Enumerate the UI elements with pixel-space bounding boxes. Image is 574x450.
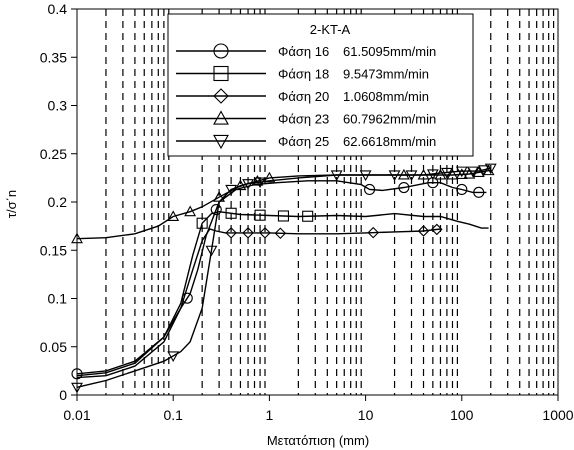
x-tick-label: 0.1 (163, 407, 183, 423)
legend-label: Φάση 18 (278, 67, 329, 82)
legend-entry: Φάση 18 9.5473mm/min (176, 65, 429, 82)
series-5 (71, 163, 497, 394)
marker-diamond (274, 227, 287, 240)
y-tick-label: 0.25 (40, 146, 67, 162)
y-axis-title: τ/σ΄n (4, 190, 19, 218)
marker-diamond (367, 226, 379, 239)
marker-triangle-up (472, 166, 485, 177)
marker-triangle-down (167, 351, 180, 363)
marker-square (302, 210, 314, 222)
marker-triangle-down (484, 163, 497, 175)
marker-triangle-up (184, 205, 197, 217)
x-tick-label: 0.01 (63, 407, 90, 423)
marker-triangle-up (251, 174, 264, 186)
series-3 (76, 223, 443, 379)
legend-label: Φάση 16 (278, 44, 329, 59)
y-tick-label: 0.1 (48, 291, 68, 307)
marker-triangle-down (225, 184, 238, 196)
legend-title: 2-KT-A (310, 22, 351, 37)
marker-diamond (431, 223, 443, 236)
marker-circle (210, 203, 222, 216)
legend-entry: Φάση 16 61.5095mm/min (176, 43, 436, 59)
x-axis-title: Μετατόπιση (mm) (267, 433, 369, 448)
marker-square (254, 209, 266, 221)
legend-rate: 62.6618mm/min (343, 134, 436, 149)
marker-triangle-down (388, 170, 401, 182)
legend-label: Φάση 25 (278, 134, 329, 149)
marker-triangle-down (440, 167, 453, 179)
legend-label: Φάση 20 (278, 89, 329, 104)
legend-rate: 61.5095mm/min (343, 44, 436, 59)
marker-diamond (417, 225, 430, 237)
marker-circle (473, 186, 485, 198)
legend-entry: Φάση 25 62.6618mm/min (176, 134, 436, 150)
series-layer (71, 163, 497, 394)
y-tick-label: 0.4 (48, 1, 68, 17)
marker-triangle-down (478, 165, 490, 176)
marker-triangle-up (213, 110, 229, 125)
marker-circle (213, 43, 229, 59)
marker-triangle-up (263, 171, 276, 183)
marker-diamond (213, 88, 229, 104)
marker-circle (398, 181, 410, 194)
legend: 2-KT-A Φάση 16 61.5095mm/min Φάση 18 9.5473m… (167, 13, 474, 157)
y-tick-label: 0.3 (48, 98, 68, 114)
marker-triangle-down (242, 179, 254, 190)
y-tick-label: 0.15 (40, 242, 67, 258)
series-line (76, 167, 491, 388)
marker-triangle-down (254, 177, 267, 189)
marker-triangle-up (167, 210, 180, 222)
series-line (76, 169, 491, 240)
series-line (76, 210, 489, 377)
marker-square (196, 217, 208, 229)
marker-triangle-down (330, 170, 343, 182)
legend-entry: Φάση 23 60.7962mm/min (176, 110, 436, 127)
marker-diamond (225, 227, 237, 239)
marker-circle (456, 183, 468, 196)
marker-diamond (242, 227, 254, 239)
marker-square (225, 207, 237, 219)
marker-triangle-down (405, 170, 418, 182)
x-tick-label: 1 (266, 407, 274, 423)
marker-triangle-down (213, 134, 229, 150)
marker-triangle-up (434, 168, 447, 180)
marker-diamond (259, 227, 271, 239)
x-tick-label: 10 (358, 407, 374, 423)
legend-rate: 9.5473mm/min (343, 67, 429, 82)
y-tick-label: 0.2 (48, 194, 68, 210)
legend-label: Φάση 23 (278, 112, 329, 127)
marker-triangle-up (455, 168, 468, 179)
marker-circle (364, 183, 376, 196)
marker-square (213, 65, 229, 82)
legend-box (167, 13, 474, 157)
x-tick-label: 1000 (542, 407, 573, 423)
legend-rate: 1.0608mm/min (343, 89, 429, 104)
marker-triangle-down (466, 166, 479, 178)
x-tick-label: 100 (450, 407, 474, 423)
legend-rate: 60.7962mm/min (343, 112, 436, 127)
y-tick-label: 0 (59, 387, 67, 403)
y-tick-label: 0.35 (40, 49, 67, 65)
marker-circle (427, 177, 439, 189)
legend-entry: Φάση 20 1.0608mm/min (176, 88, 429, 104)
series-2 (76, 207, 489, 377)
marker-square (277, 210, 290, 222)
marker-triangle-down (455, 166, 468, 178)
series-line (76, 228, 441, 379)
marker-triangle-up (446, 168, 459, 180)
axis-ticks: 0 0.05 0.1 0.15 0.2 0.25 0.3 0.35 0.4 0.01 0.1 1 10 1… (40, 1, 574, 423)
marker-triangle-down (426, 169, 439, 181)
marker-triangle-down (205, 245, 218, 257)
y-tick-label: 0.05 (40, 339, 67, 355)
marker-triangle-down (359, 170, 372, 182)
